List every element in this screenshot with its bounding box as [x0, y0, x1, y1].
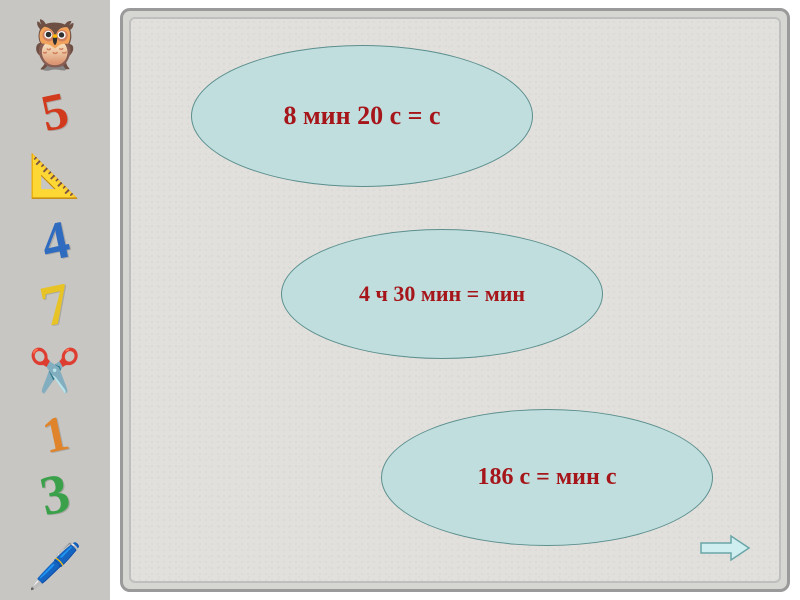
pencil-cup-icon: 🖊️ [20, 531, 90, 600]
board-inner: 8 мин 20 с = с 4 ч 30 мин = мин 186 с = … [129, 17, 781, 583]
sidebar-number-3: 3 [35, 465, 74, 526]
stage: 🦉 5 📐 4 7 ✂️ 1 3 🖊️ 8 мин 20 с = с 4 ч 3… [0, 0, 800, 600]
sidebar-number-5: 5 [37, 85, 73, 141]
sidebar-number-1: 1 [38, 407, 73, 461]
problem-text-2: 4 ч 30 мин = мин [359, 281, 525, 307]
sidebar-number-7: 7 [35, 274, 75, 337]
problem-bubble-1: 8 мин 20 с = с [191, 45, 533, 187]
board-frame: 8 мин 20 с = с 4 ч 30 мин = мин 186 с = … [120, 8, 790, 592]
next-arrow-button[interactable] [699, 533, 751, 563]
problem-bubble-3: 186 с = мин с [381, 409, 713, 546]
problem-text-1: 8 мин 20 с = с [283, 101, 440, 131]
problem-text-3: 186 с = мин с [478, 464, 617, 491]
sidebar-number-4: 4 [36, 212, 74, 270]
problem-bubble-2: 4 ч 30 мин = мин [281, 229, 603, 359]
sidebar: 🦉 5 📐 4 7 ✂️ 1 3 🖊️ [0, 0, 110, 600]
owl-icon: 🦉 [20, 10, 90, 79]
arrow-right-icon [699, 533, 751, 563]
compass-icon: ✂️ [25, 342, 85, 401]
ruler-icon: 📐 [25, 147, 85, 206]
